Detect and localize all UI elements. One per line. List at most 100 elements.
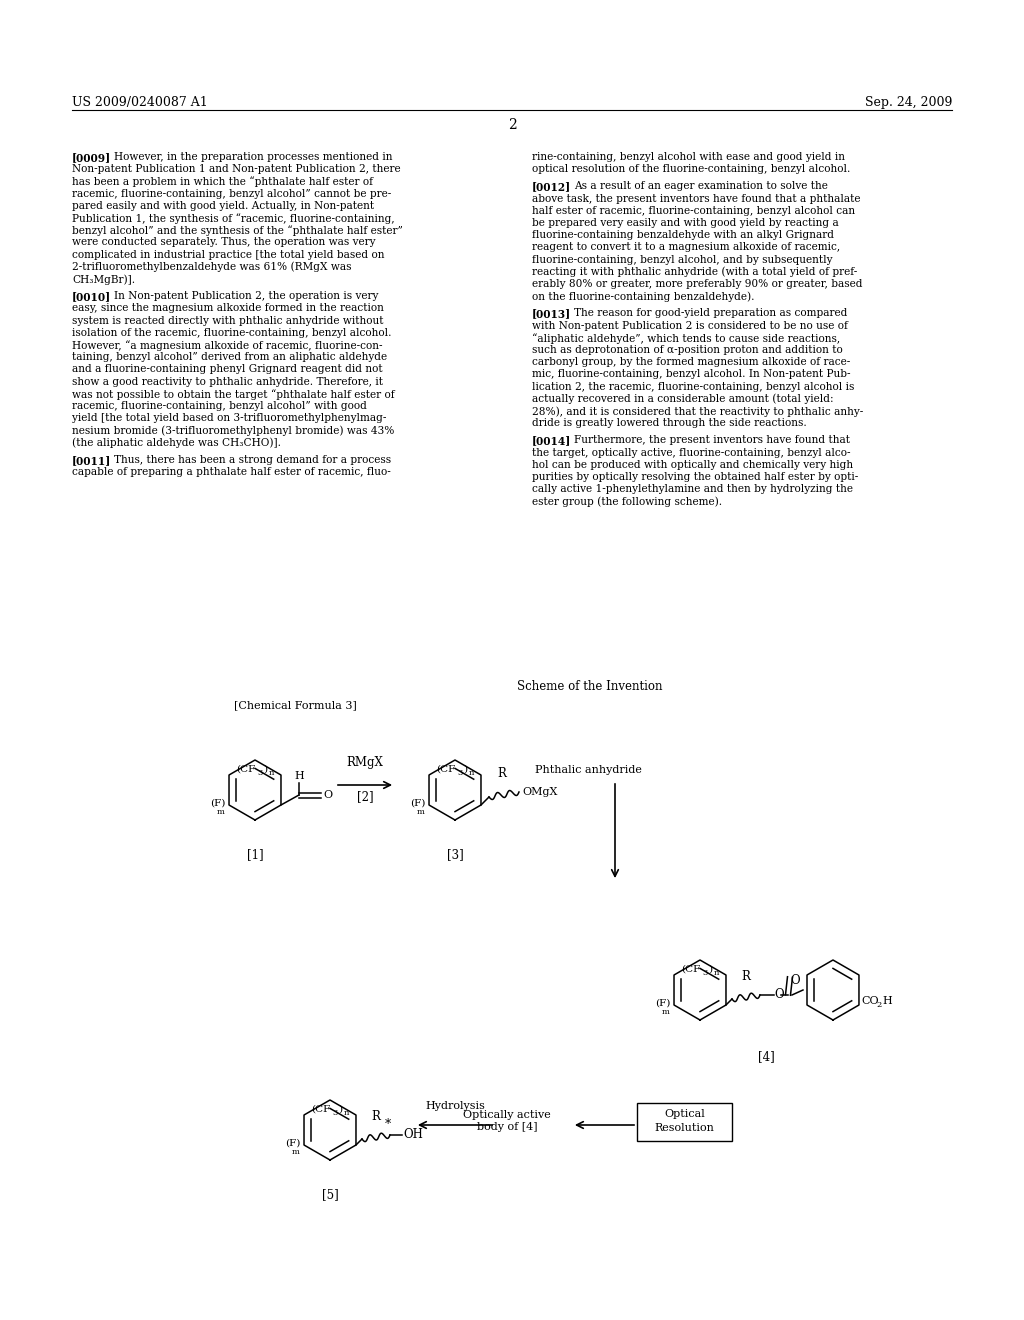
- Text: body of [4]: body of [4]: [477, 1122, 538, 1133]
- Text: half ester of racemic, fluorine-containing, benzyl alcohol can: half ester of racemic, fluorine-containi…: [532, 206, 855, 215]
- Text: ): ): [463, 766, 467, 774]
- Text: “aliphatic aldehyde”, which tends to cause side reactions,: “aliphatic aldehyde”, which tends to cau…: [532, 333, 840, 343]
- Text: Optical: Optical: [665, 1109, 705, 1119]
- Text: The reason for good-yield preparation as compared: The reason for good-yield preparation as…: [574, 309, 848, 318]
- Text: R: R: [372, 1110, 381, 1123]
- Text: (F): (F): [210, 799, 225, 808]
- Text: OH: OH: [403, 1129, 423, 1142]
- Text: racemic, fluorine-containing, benzyl alcohol” with good: racemic, fluorine-containing, benzyl alc…: [72, 401, 367, 411]
- Text: isolation of the racemic, fluorine-containing, benzyl alcohol.: isolation of the racemic, fluorine-conta…: [72, 327, 391, 338]
- Text: R: R: [741, 970, 751, 983]
- Text: [1]: [1]: [247, 847, 263, 861]
- Text: R: R: [498, 767, 507, 780]
- Text: Non-patent Publication 1 and Non-patent Publication 2, there: Non-patent Publication 1 and Non-patent …: [72, 164, 400, 174]
- Text: [0011]: [0011]: [72, 455, 112, 466]
- Bar: [637, 1104, 732, 1140]
- Text: [Chemical Formula 3]: [Chemical Formula 3]: [233, 700, 356, 710]
- Text: Hydrolysis: Hydrolysis: [425, 1101, 485, 1111]
- Text: pared easily and with good yield. Actually, in Non-patent: pared easily and with good yield. Actual…: [72, 201, 374, 211]
- Text: actually recovered in a considerable amount (total yield:: actually recovered in a considerable amo…: [532, 393, 834, 404]
- Text: ): ): [708, 965, 712, 974]
- Text: However, in the preparation processes mentioned in: However, in the preparation processes me…: [114, 152, 392, 162]
- Text: cally active 1-phenylethylamine and then by hydrolyzing the: cally active 1-phenylethylamine and then…: [532, 484, 853, 494]
- Text: Scheme of the Invention: Scheme of the Invention: [517, 680, 663, 693]
- Text: 3: 3: [332, 1109, 337, 1117]
- Text: Sep. 24, 2009: Sep. 24, 2009: [864, 96, 952, 110]
- Text: US 2009/0240087 A1: US 2009/0240087 A1: [72, 96, 208, 110]
- Text: be prepared very easily and with good yield by reacting a: be prepared very easily and with good yi…: [532, 218, 839, 228]
- Text: (the aliphatic aldehyde was CH₃CHO)].: (the aliphatic aldehyde was CH₃CHO)].: [72, 438, 281, 449]
- Text: RMgX: RMgX: [346, 756, 383, 770]
- Text: racemic, fluorine-containing, benzyl alcohol” cannot be pre-: racemic, fluorine-containing, benzyl alc…: [72, 189, 391, 198]
- Text: such as deprotonation of α-position proton and addition to: such as deprotonation of α-position prot…: [532, 345, 843, 355]
- Text: Publication 1, the synthesis of “racemic, fluorine-containing,: Publication 1, the synthesis of “racemic…: [72, 213, 394, 224]
- Text: O: O: [323, 789, 332, 800]
- Text: n: n: [344, 1109, 349, 1117]
- Text: reagent to convert it to a magnesium alkoxide of racemic,: reagent to convert it to a magnesium alk…: [532, 243, 840, 252]
- Text: (CF: (CF: [310, 1105, 330, 1114]
- Text: the target, optically active, fluorine-containing, benzyl alco-: the target, optically active, fluorine-c…: [532, 447, 851, 458]
- Text: ): ): [263, 766, 267, 774]
- Text: fluorine-containing benzaldehyde with an alkyl Grignard: fluorine-containing benzaldehyde with an…: [532, 230, 834, 240]
- Text: ): ): [338, 1105, 342, 1114]
- Text: rine-containing, benzyl alcohol with ease and good yield in: rine-containing, benzyl alcohol with eas…: [532, 152, 845, 162]
- Text: 2-trifluoromethylbenzaldehyde was 61% (RMgX was: 2-trifluoromethylbenzaldehyde was 61% (R…: [72, 261, 351, 272]
- Text: nesium bromide (3-trifluoromethylphenyl bromide) was 43%: nesium bromide (3-trifluoromethylphenyl …: [72, 425, 394, 436]
- Text: 3: 3: [702, 969, 708, 977]
- Text: Phthalic anhydride: Phthalic anhydride: [535, 766, 642, 775]
- Text: H: H: [882, 997, 892, 1006]
- Text: has been a problem in which the “phthalate half ester of: has been a problem in which the “phthala…: [72, 177, 373, 187]
- Text: dride is greatly lowered through the side reactions.: dride is greatly lowered through the sid…: [532, 418, 807, 428]
- Text: was not possible to obtain the target “phthalate half ester of: was not possible to obtain the target “p…: [72, 389, 394, 400]
- Text: Resolution: Resolution: [654, 1123, 715, 1133]
- Text: Optically active: Optically active: [463, 1110, 551, 1119]
- Text: capable of preparing a phthalate half ester of racemic, fluo-: capable of preparing a phthalate half es…: [72, 467, 391, 477]
- Text: (CF: (CF: [436, 766, 455, 774]
- Text: benzyl alcohol” and the synthesis of the “phthalate half ester”: benzyl alcohol” and the synthesis of the…: [72, 226, 402, 236]
- Text: CO: CO: [861, 997, 879, 1006]
- Text: show a good reactivity to phthalic anhydride. Therefore, it: show a good reactivity to phthalic anhyd…: [72, 376, 383, 387]
- Text: H: H: [294, 771, 304, 781]
- Text: n: n: [269, 770, 274, 777]
- Text: [0013]: [0013]: [532, 309, 571, 319]
- Text: mic, fluorine-containing, benzyl alcohol. In Non-patent Pub-: mic, fluorine-containing, benzyl alcohol…: [532, 370, 851, 379]
- Text: erably 80% or greater, more preferably 90% or greater, based: erably 80% or greater, more preferably 9…: [532, 279, 862, 289]
- Text: fluorine-containing, benzyl alcohol, and by subsequently: fluorine-containing, benzyl alcohol, and…: [532, 255, 833, 264]
- Text: 28%), and it is considered that the reactivity to phthalic anhy-: 28%), and it is considered that the reac…: [532, 407, 863, 417]
- Text: Thus, there has been a strong demand for a process: Thus, there has been a strong demand for…: [114, 455, 391, 465]
- Text: complicated in industrial practice [the total yield based on: complicated in industrial practice [the …: [72, 249, 384, 260]
- Text: m: m: [217, 808, 225, 816]
- Text: 2: 2: [877, 1001, 883, 1008]
- Text: [2]: [2]: [356, 789, 374, 803]
- Text: O: O: [774, 987, 783, 1001]
- Text: However, “a magnesium alkoxide of racemic, fluorine-con-: However, “a magnesium alkoxide of racemi…: [72, 341, 383, 351]
- Text: m: m: [292, 1148, 300, 1156]
- Text: optical resolution of the fluorine-containing, benzyl alcohol.: optical resolution of the fluorine-conta…: [532, 164, 850, 174]
- Text: n: n: [469, 770, 474, 777]
- Text: easy, since the magnesium alkoxide formed in the reaction: easy, since the magnesium alkoxide forme…: [72, 304, 384, 313]
- Text: CH₃MgBr)].: CH₃MgBr)].: [72, 275, 135, 285]
- Text: (CF: (CF: [236, 766, 255, 774]
- Text: n: n: [714, 969, 720, 977]
- Text: [0009]: [0009]: [72, 152, 112, 162]
- Text: [0012]: [0012]: [532, 181, 571, 193]
- Text: Furthermore, the present inventors have found that: Furthermore, the present inventors have …: [574, 436, 850, 445]
- Text: carbonyl group, by the formed magnesium alkoxide of race-: carbonyl group, by the formed magnesium …: [532, 358, 850, 367]
- Text: [3]: [3]: [446, 847, 464, 861]
- Text: [0014]: [0014]: [532, 436, 571, 446]
- Text: with Non-patent Publication 2 is considered to be no use of: with Non-patent Publication 2 is conside…: [532, 321, 848, 330]
- Text: (F): (F): [410, 799, 425, 808]
- Text: 3: 3: [257, 770, 262, 777]
- Text: [4]: [4]: [758, 1049, 775, 1063]
- Text: yield [the total yield based on 3-trifluoromethylphenylmag-: yield [the total yield based on 3-triflu…: [72, 413, 386, 424]
- Text: *: *: [385, 1118, 391, 1131]
- Text: m: m: [663, 1008, 670, 1016]
- Text: (F): (F): [285, 1138, 300, 1147]
- Text: As a result of an eager examination to solve the: As a result of an eager examination to s…: [574, 181, 827, 191]
- Text: m: m: [417, 808, 425, 816]
- Text: 3: 3: [457, 770, 463, 777]
- Text: purities by optically resolving the obtained half ester by opti-: purities by optically resolving the obta…: [532, 473, 858, 482]
- Text: [5]: [5]: [322, 1188, 338, 1201]
- Text: system is reacted directly with phthalic anhydride without: system is reacted directly with phthalic…: [72, 315, 384, 326]
- Text: were conducted separately. Thus, the operation was very: were conducted separately. Thus, the ope…: [72, 238, 376, 247]
